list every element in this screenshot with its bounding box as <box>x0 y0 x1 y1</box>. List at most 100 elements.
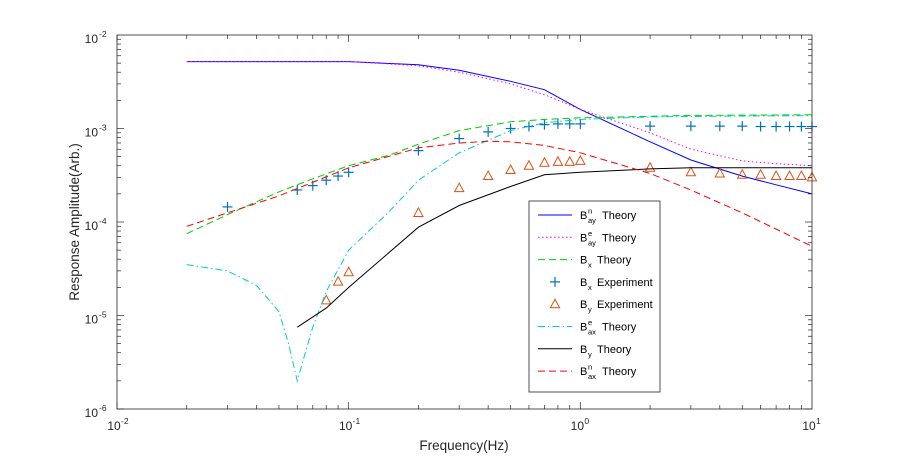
data-point <box>645 121 656 132</box>
legend-label-suffix: Theory <box>597 344 632 356</box>
y-tick-exponent: -2 <box>99 29 107 39</box>
legend-label-suffix: Theory <box>602 232 637 244</box>
legend-label-base: B <box>580 232 587 244</box>
x-axis-title: Frequency(Hz) <box>419 438 508 453</box>
data-point <box>796 121 807 132</box>
data-point <box>784 170 795 181</box>
series-line-b-ay-e-theory <box>186 61 813 167</box>
data-point <box>505 123 516 134</box>
series-line-b-y-theory <box>297 167 812 328</box>
x-tick-exponent: -1 <box>353 416 361 426</box>
legend-box <box>528 200 661 393</box>
series-line-b-x-theory <box>186 114 813 235</box>
data-point <box>685 121 696 132</box>
data-point <box>412 206 424 217</box>
data-point <box>320 294 332 305</box>
series-markers-b-x-experiment <box>222 118 817 212</box>
y-tick-exponent: -5 <box>99 310 107 320</box>
data-point <box>714 167 726 178</box>
data-point <box>222 201 233 212</box>
data-point <box>685 166 697 177</box>
data-point <box>453 182 465 193</box>
data-point <box>552 155 564 166</box>
legend-label-suffix: Experiment <box>597 299 653 311</box>
legend-label-suffix: Theory <box>602 210 637 222</box>
data-point <box>574 154 586 165</box>
legend-label-suffix: Theory <box>602 322 637 334</box>
legend-label-subscript: ay <box>588 238 596 247</box>
legend-label-superscript: n <box>588 363 592 372</box>
data-point <box>784 121 795 132</box>
legend-label-subscript: ay <box>588 216 596 225</box>
data-point <box>332 275 344 286</box>
series-markers-b-y-experiment <box>320 154 818 305</box>
legend-label-base: B <box>580 322 587 334</box>
legend-label-subscript: x <box>588 261 592 270</box>
x-tick-exponent: -2 <box>121 416 129 426</box>
legend-label-base: B <box>580 344 587 356</box>
y-tick-labels: 10-610-510-410-310-2 <box>85 29 107 420</box>
data-point <box>539 156 550 167</box>
data-point <box>343 167 354 178</box>
data-point <box>552 118 563 129</box>
data-point <box>575 118 586 129</box>
y-tick-exponent: -6 <box>99 403 107 413</box>
legend-label-suffix: Theory <box>602 366 637 378</box>
data-point <box>482 170 494 181</box>
data-point <box>736 168 748 179</box>
data-point <box>343 266 355 277</box>
x-tick-label: 10 <box>107 419 121 433</box>
data-point <box>483 126 494 137</box>
y-tick-label: 10 <box>85 406 99 420</box>
legend-label-subscript: ax <box>588 372 596 381</box>
y-tick-label: 10 <box>85 32 99 46</box>
legend-label-base: B <box>580 277 587 289</box>
y-tick-exponent: -4 <box>99 216 107 226</box>
x-tick-label: 10 <box>571 419 585 433</box>
legend-label-base: B <box>580 366 587 378</box>
data-point <box>770 170 782 181</box>
ticks-layer <box>116 35 812 410</box>
legend-label-base: B <box>580 255 587 267</box>
y-tick-label: 10 <box>85 219 99 233</box>
legend-label-subscript: x <box>588 283 592 292</box>
x-tick-labels: 10 -2 10 -1 10 0 10 1 <box>107 416 821 433</box>
legend-label-suffix: Theory <box>597 255 632 267</box>
plot-area <box>117 35 812 409</box>
legend-label-subscript: y <box>588 350 592 359</box>
y-tick-label: 10 <box>85 313 99 327</box>
legend-swatch <box>550 276 560 287</box>
legend-label-superscript: e <box>588 229 592 238</box>
data-point <box>755 168 767 179</box>
legend-label-superscript: e <box>588 318 592 327</box>
data-point <box>454 133 465 144</box>
legend-label-suffix: Experiment <box>597 277 653 289</box>
y-tick-exponent: -3 <box>99 123 107 133</box>
data-point <box>523 121 534 132</box>
data-point <box>714 121 725 132</box>
data-point <box>505 163 517 174</box>
legend-label-subscript: ax <box>588 328 596 337</box>
legend-swatch <box>549 298 561 309</box>
legend-label-base: B <box>580 210 587 222</box>
legend-label-subscript: y <box>588 305 592 314</box>
x-tick-label: 10 <box>802 419 816 433</box>
data-point <box>795 170 807 181</box>
series-line-b-ax-e-theory <box>186 115 813 383</box>
data-point <box>737 121 748 132</box>
legend-label-base: B <box>580 299 587 311</box>
series-line-b-ay-n-theory <box>186 61 813 195</box>
data-point <box>771 121 782 132</box>
data-point <box>333 171 344 182</box>
y-tick-label: 10 <box>85 126 99 140</box>
